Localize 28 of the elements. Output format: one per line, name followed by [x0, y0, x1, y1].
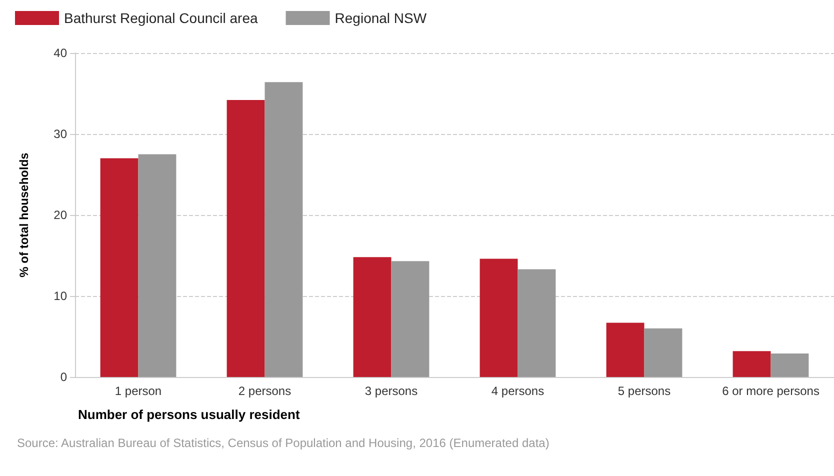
bar [480, 258, 518, 377]
y-tick-label: 10 [54, 289, 68, 303]
x-tick-label: 5 persons [618, 384, 671, 398]
bar [606, 322, 644, 377]
x-axis-title: Number of persons usually resident [78, 407, 300, 422]
source-note: Source: Australian Bureau of Statistics, Census of Population and Housing, 2016 (Enumerated data) [17, 436, 550, 450]
x-tick-label: 6 or more persons [722, 384, 820, 398]
x-tick-label: 1 person [114, 384, 162, 398]
y-tick-label: 40 [54, 46, 68, 60]
x-tick-label: 3 persons [364, 384, 418, 398]
bar [391, 261, 430, 377]
x-tick-label: 4 persons [491, 384, 544, 398]
bar [518, 269, 556, 377]
legend-label: Bathurst Regional Council area [64, 10, 258, 26]
bar [644, 328, 682, 377]
y-tick-label: 20 [54, 208, 68, 222]
x-tick-label: 2 persons [238, 384, 292, 398]
bar [264, 82, 303, 377]
y-axis-title: % of total households [17, 152, 31, 278]
bar [100, 158, 138, 377]
y-tick-label: 0 [60, 370, 68, 384]
bar [732, 351, 771, 377]
bar [770, 354, 809, 377]
bar [138, 154, 176, 377]
bar [226, 100, 265, 377]
y-tick-label: 30 [54, 127, 68, 141]
legend-label: Regional NSW [334, 10, 428, 26]
bar [353, 257, 392, 377]
